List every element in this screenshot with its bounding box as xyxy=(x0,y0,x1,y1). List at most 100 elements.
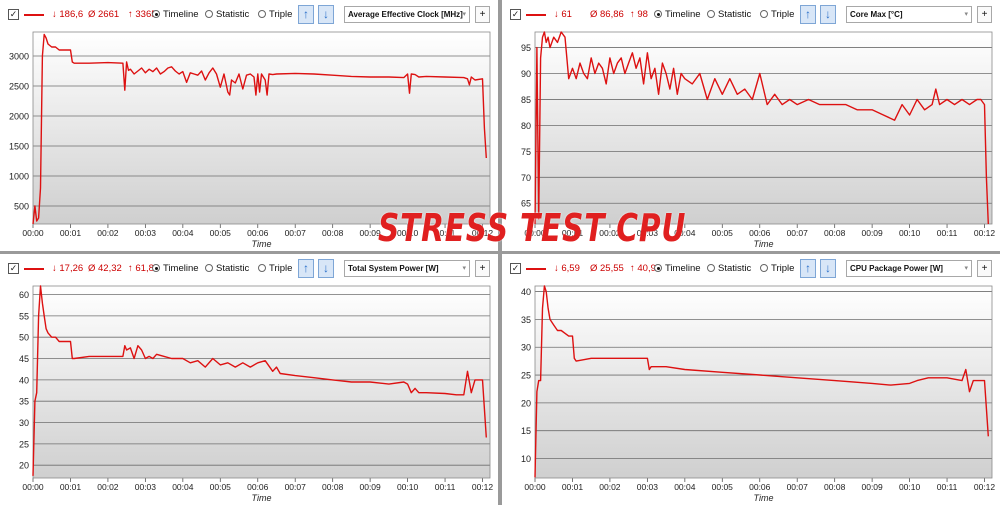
series-line xyxy=(534,285,989,478)
x-tick-label: 00:10 xyxy=(397,482,419,492)
radio-statistic[interactable] xyxy=(205,10,213,18)
y-tick-label: 65 xyxy=(521,199,531,209)
x-tick-label: 00:06 xyxy=(749,482,771,492)
y-tick-label: 70 xyxy=(521,173,531,183)
series-visible-checkbox[interactable]: ✓ xyxy=(8,263,19,274)
move-down-button[interactable]: ↓ xyxy=(820,259,836,278)
x-tick-label: 00:08 xyxy=(824,228,846,238)
y-tick-label: 80 xyxy=(521,121,531,131)
radio-timeline[interactable] xyxy=(152,264,160,272)
x-tick-label: 00:05 xyxy=(712,228,734,238)
radio-timeline[interactable] xyxy=(152,10,160,18)
y-tick-label: 95 xyxy=(521,43,531,53)
x-tick-label: 00:06 xyxy=(247,228,269,238)
radio-statistic[interactable] xyxy=(707,10,715,18)
add-graph-button[interactable]: + xyxy=(475,260,490,277)
y-tick-label: 90 xyxy=(521,69,531,79)
sensor-panel-cpu-package-power: ✓ ↓ 6,59 Ø 25,55 ↑ 40,92 Timeline Statistic Tr… xyxy=(502,254,1000,505)
add-graph-button[interactable]: + xyxy=(475,6,490,23)
series-visible-checkbox[interactable]: ✓ xyxy=(510,263,521,274)
radio-label-triple: Triple xyxy=(771,9,795,20)
max-value: ↑ 3365 xyxy=(128,9,157,20)
sensor-select[interactable]: CPU Package Power [W] ▾ xyxy=(846,260,972,277)
y-tick-label: 40 xyxy=(19,375,29,385)
y-tick-label: 55 xyxy=(19,311,29,321)
add-graph-button[interactable]: + xyxy=(977,6,992,23)
sensor-select-value: CPU Package Power [W] xyxy=(850,264,943,273)
x-tick-label: 00:12 xyxy=(472,228,494,238)
x-tick-label: 00:07 xyxy=(787,482,809,492)
radio-triple[interactable] xyxy=(760,10,768,18)
radio-label-triple: Triple xyxy=(269,263,293,274)
sensor-select[interactable]: Core Max [°C] ▾ xyxy=(846,6,972,23)
radio-label-statistic: Statistic xyxy=(216,9,250,20)
chart-svg: 500 1000 1500 2000 2500 3000 00:00 00:01 00:02 00… xyxy=(9,31,494,249)
x-tick-label: 00:08 xyxy=(824,482,846,492)
x-axis-label: Time xyxy=(754,493,774,503)
y-tick-label: 2000 xyxy=(9,112,29,122)
radio-statistic[interactable] xyxy=(205,264,213,272)
sensor-select[interactable]: Average Effective Clock [MHz] ▾ xyxy=(344,6,470,23)
series-visible-checkbox[interactable]: ✓ xyxy=(8,9,19,20)
y-tick-label: 500 xyxy=(14,202,29,212)
y-tick-label: 35 xyxy=(521,315,531,325)
x-tick-label: 00:05 xyxy=(210,228,232,238)
avg-value: Ø 25,55 xyxy=(590,263,624,274)
chevron-down-icon: ▾ xyxy=(964,265,968,272)
x-tick-label: 00:05 xyxy=(712,482,734,492)
move-down-button[interactable]: ↓ xyxy=(318,5,334,24)
x-tick-label: 00:03 xyxy=(637,482,659,492)
x-tick-label: 00:02 xyxy=(599,228,621,238)
move-up-button[interactable]: ↑ xyxy=(800,259,816,278)
x-tick-label: 00:06 xyxy=(749,228,771,238)
sensor-select[interactable]: Total System Power [W] ▾ xyxy=(344,260,470,277)
x-tick-label: 00:12 xyxy=(974,228,996,238)
x-tick-label: 00:11 xyxy=(937,228,958,238)
x-tick-label: 00:09 xyxy=(861,482,883,492)
series-visible-checkbox[interactable]: ✓ xyxy=(510,9,521,20)
y-tick-label: 1000 xyxy=(9,172,29,182)
move-up-button[interactable]: ↑ xyxy=(800,5,816,24)
y-tick-label: 45 xyxy=(19,354,29,364)
chart-svg: 10 15 20 25 30 35 40 00:00 00:01 00:02 00:03 00:04 0… xyxy=(521,285,996,503)
radio-statistic[interactable] xyxy=(707,264,715,272)
stress-test-overlay-title: STRESS TEST CPU xyxy=(378,206,687,250)
x-tick-label: 00:09 xyxy=(359,228,381,238)
x-tick-label: 00:00 xyxy=(524,228,546,238)
x-axis-label: Time xyxy=(252,493,272,503)
plot-background xyxy=(33,286,490,478)
radio-triple[interactable] xyxy=(258,264,266,272)
move-up-button[interactable]: ↑ xyxy=(298,5,314,24)
radio-triple[interactable] xyxy=(760,264,768,272)
x-axis-label: Time xyxy=(252,239,272,249)
max-value: ↑ 40,92 xyxy=(630,263,662,274)
x-tick-label: 00:11 xyxy=(435,482,456,492)
radio-timeline[interactable] xyxy=(654,10,662,18)
y-tick-label: 1500 xyxy=(9,142,29,152)
add-graph-button[interactable]: + xyxy=(977,260,992,277)
x-tick-label: 00:09 xyxy=(359,482,381,492)
x-tick-label: 00:04 xyxy=(674,482,696,492)
y-tick-label: 85 xyxy=(521,95,531,105)
move-down-button[interactable]: ↓ xyxy=(820,5,836,24)
x-tick-label: 00:12 xyxy=(974,482,996,492)
y-tick-label: 15 xyxy=(521,426,531,436)
x-axis-label: Time xyxy=(754,239,774,249)
plot-frame xyxy=(32,31,491,225)
sensor-select-value: Average Effective Clock [MHz] xyxy=(348,10,463,19)
x-tick-label: 00:01 xyxy=(562,228,584,238)
min-value: ↓ 6,59 xyxy=(554,263,580,274)
y-tick-label: 2500 xyxy=(9,82,29,92)
move-up-button[interactable]: ↑ xyxy=(298,259,314,278)
x-tick-label: 00:08 xyxy=(322,482,344,492)
move-down-button[interactable]: ↓ xyxy=(318,259,334,278)
radio-triple[interactable] xyxy=(258,10,266,18)
x-tick-label: 00:02 xyxy=(599,482,621,492)
x-tick-label: 00:01 xyxy=(562,482,584,492)
chart-svg: 20 25 30 35 40 45 50 55 60 00:00 00:01 00:02 00:03 00… xyxy=(19,285,493,503)
panel-toolbar: ✓ ↓ 6,59 Ø 25,55 ↑ 40,92 Timeline Statistic Tr… xyxy=(502,254,1000,284)
x-tick-label: 00:03 xyxy=(135,482,157,492)
min-value: ↓ 186,6 xyxy=(52,9,84,20)
radio-timeline[interactable] xyxy=(654,264,662,272)
plot-frame xyxy=(534,285,993,479)
